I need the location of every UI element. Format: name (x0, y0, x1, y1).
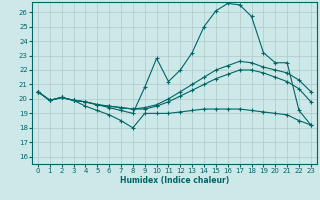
X-axis label: Humidex (Indice chaleur): Humidex (Indice chaleur) (120, 176, 229, 185)
